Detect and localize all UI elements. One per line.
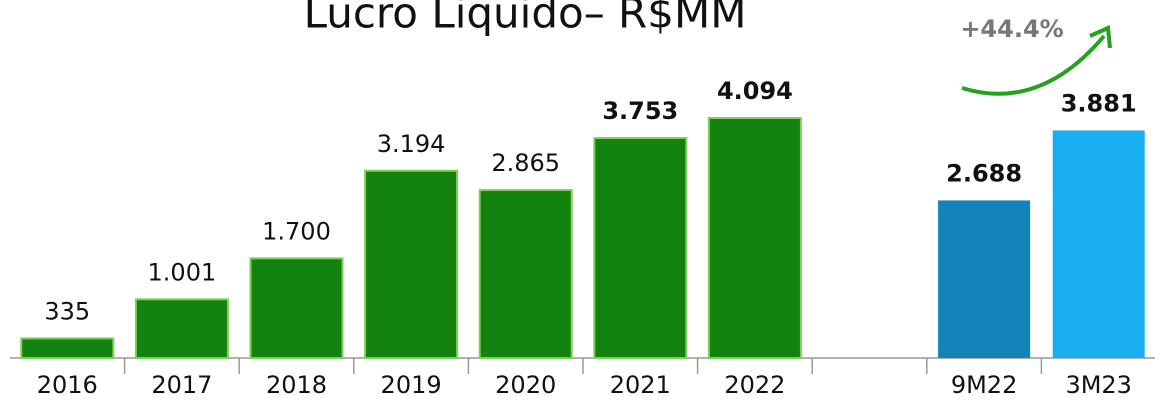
x-tick-label: 2016 (37, 371, 98, 399)
value-label: 3.753 (602, 97, 678, 125)
value-label: 2.688 (946, 159, 1022, 187)
value-label: 1.700 (262, 217, 331, 245)
bar (20, 337, 115, 360)
bar (707, 117, 802, 359)
bar (478, 189, 573, 359)
value-label: 2.865 (491, 149, 560, 177)
x-tick-label: 3M23 (1065, 371, 1132, 399)
x-tick-label: 9M22 (951, 371, 1018, 399)
value-label: 4.094 (717, 77, 793, 105)
x-tick-label: 2017 (151, 371, 212, 399)
bar (134, 298, 229, 359)
x-tick-label: 2021 (610, 371, 671, 399)
bar (1052, 130, 1145, 358)
value-label: 335 (44, 297, 90, 325)
x-tick-label: 2018 (266, 371, 327, 399)
value-label: 1.001 (148, 258, 217, 286)
bar (249, 257, 344, 359)
x-tick-label: 2020 (495, 371, 556, 399)
growth-annotation: +44.4% (960, 15, 1063, 43)
growth-arrow-head (1089, 25, 1112, 49)
bar (938, 200, 1031, 358)
bar (364, 169, 459, 359)
growth-arrow (961, 34, 1106, 96)
bar (593, 136, 688, 359)
chart-title: Lucro Liquido– R$MM (304, 0, 747, 38)
x-tick-label: 2019 (381, 371, 442, 399)
value-label: 3.194 (377, 130, 446, 158)
x-tick-label: 2022 (724, 371, 785, 399)
value-label: 3.881 (1061, 89, 1137, 117)
